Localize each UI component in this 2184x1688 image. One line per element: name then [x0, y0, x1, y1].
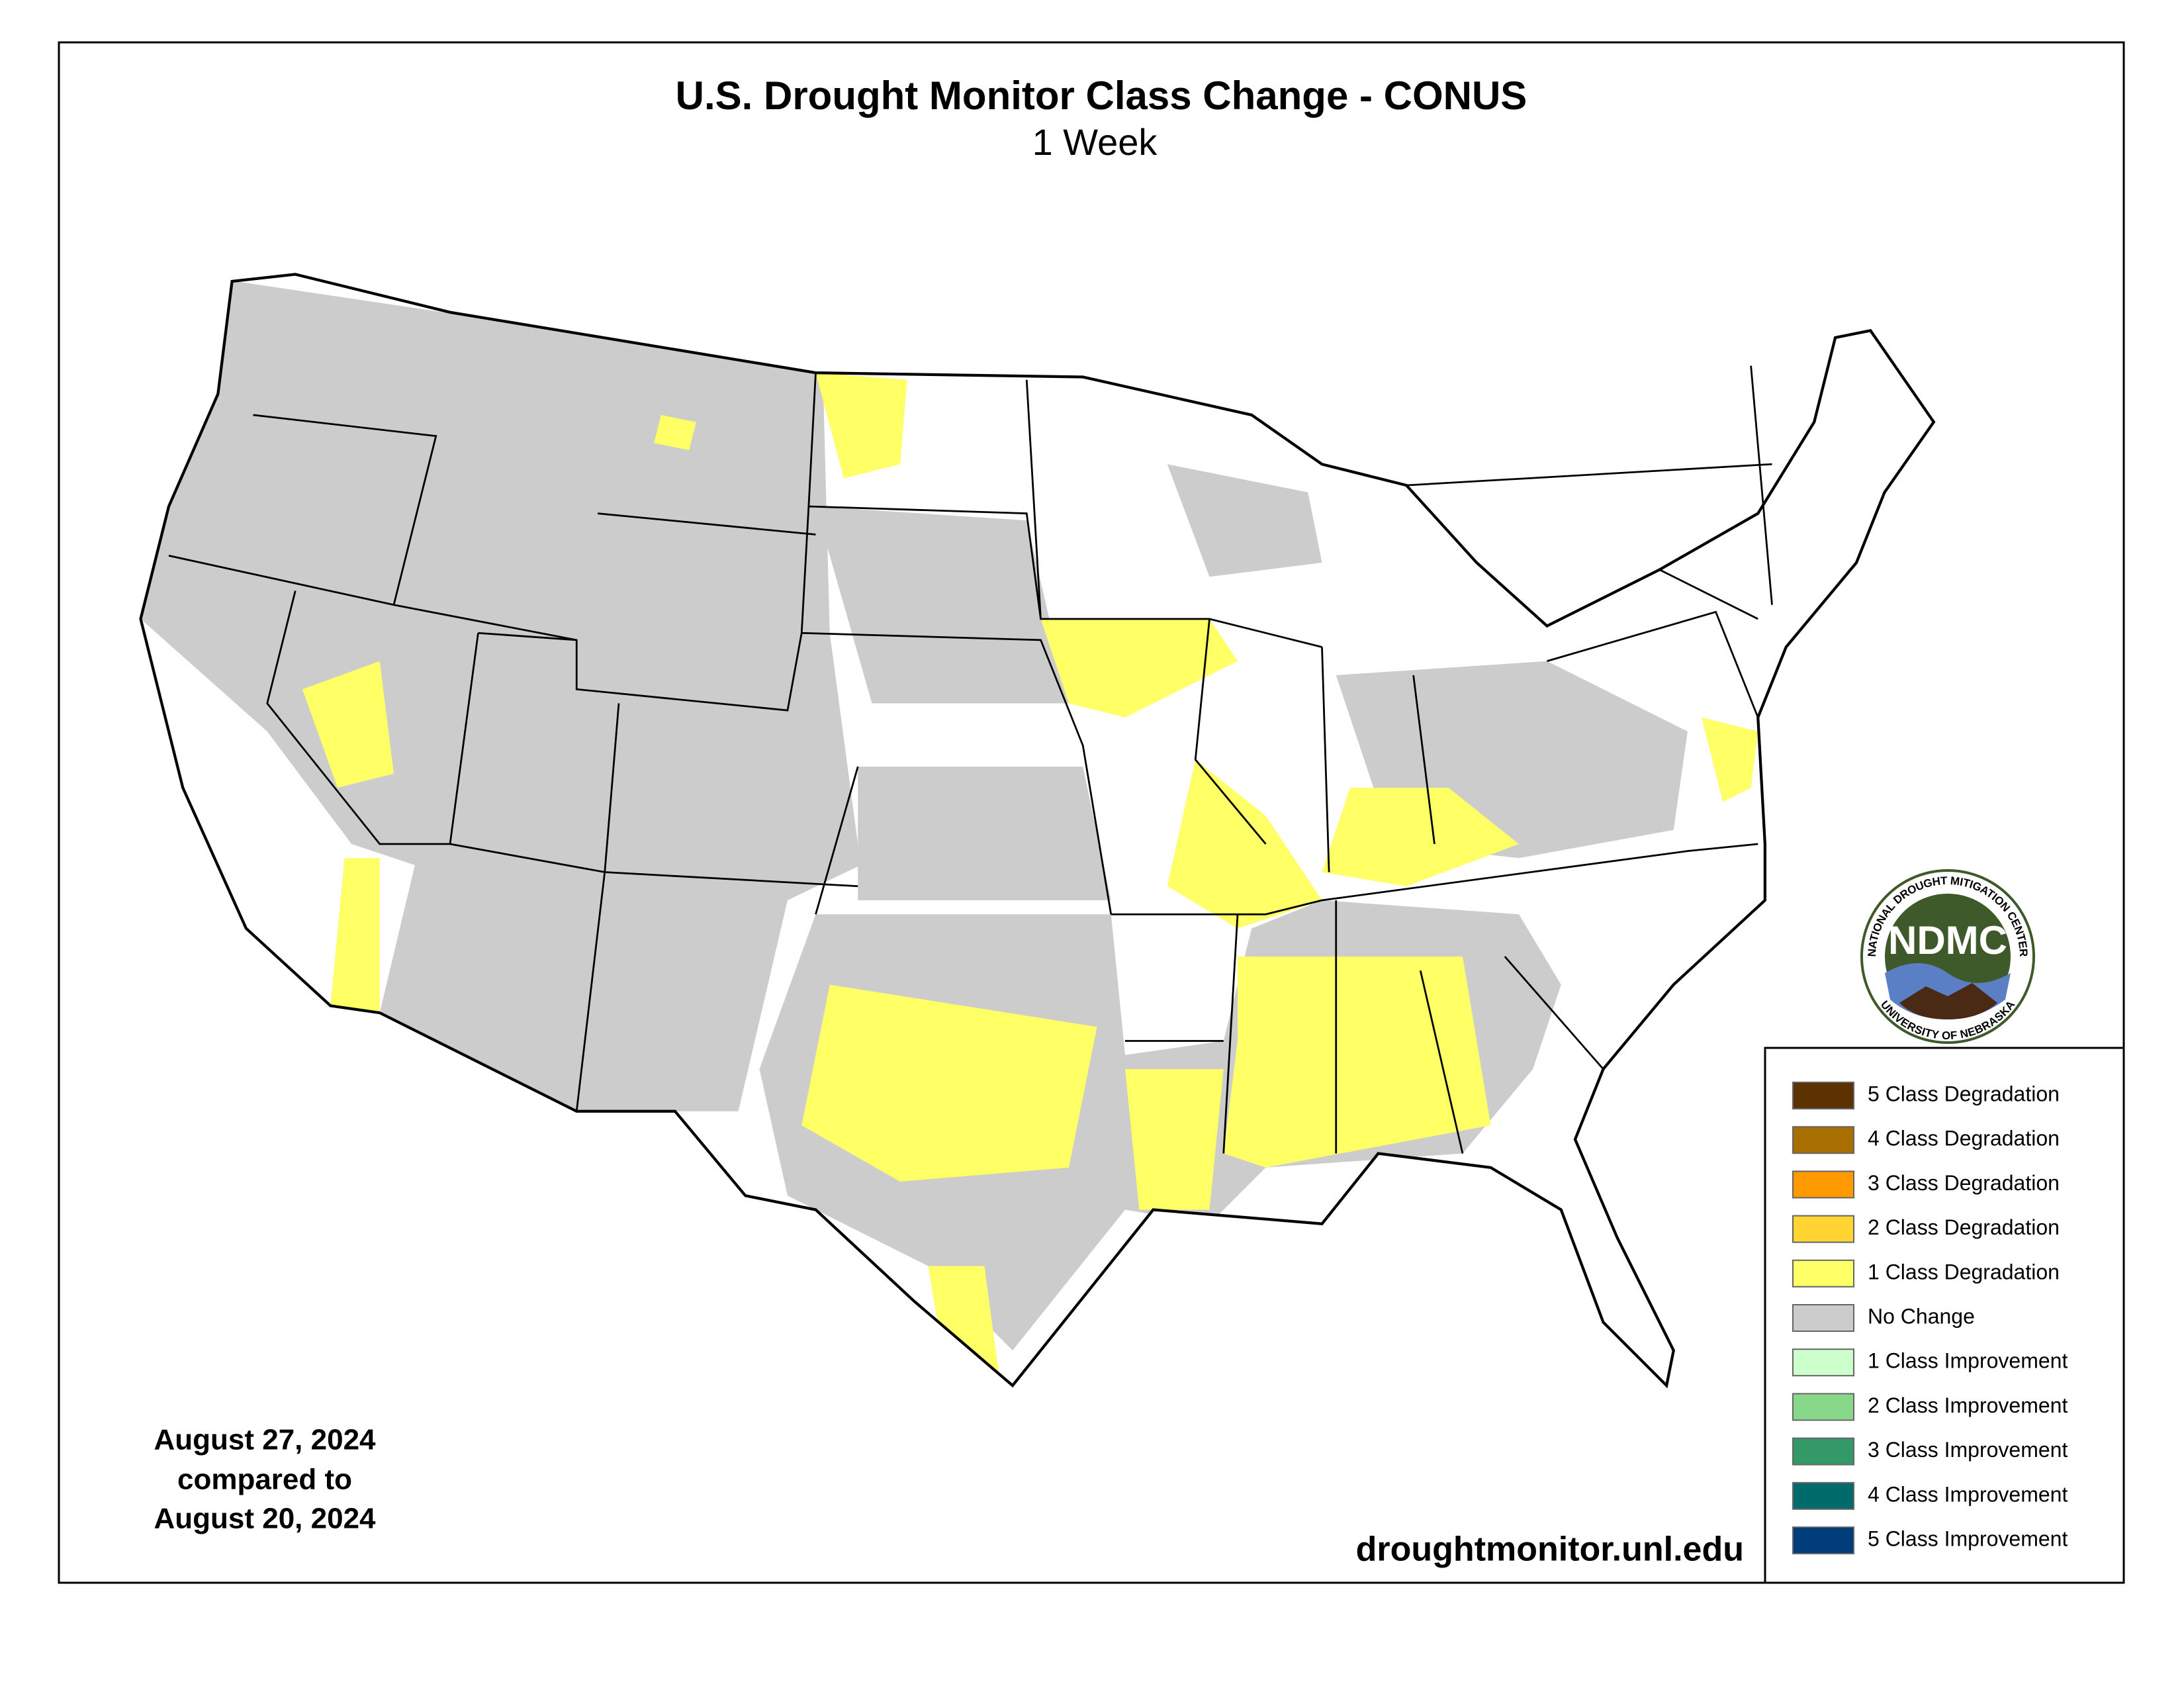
source-url: droughtmonitor.unl.edu [1356, 1530, 1744, 1569]
degradation-region [1702, 717, 1758, 802]
degradation-region [815, 373, 907, 479]
legend-swatch [1792, 1082, 1854, 1109]
legend-label: 1 Class Degradation [1868, 1260, 2060, 1284]
legend-label: 3 Class Degradation [1868, 1171, 2060, 1195]
legend-label: No Change [1868, 1304, 1975, 1328]
degradation-region [1322, 788, 1519, 886]
no-change-region [140, 274, 861, 1111]
legend-label: 2 Class Improvement [1868, 1393, 2068, 1417]
degradation-region [801, 984, 1097, 1182]
legend-swatch [1792, 1259, 1854, 1288]
date-line: compared to [177, 1464, 352, 1496]
legend-swatch [1792, 1393, 1854, 1421]
degradation-region [1223, 957, 1491, 1168]
legend-swatch [1792, 1526, 1854, 1554]
date-line: August 27, 2024 [154, 1424, 376, 1456]
degradation-region [1167, 759, 1322, 929]
legend-swatch [1792, 1170, 1854, 1199]
legend-swatch [1792, 1437, 1854, 1466]
legend-swatch [1792, 1215, 1854, 1243]
ndmc-logo: NDMC NATIONAL DROUGHT MITIGATION CENTER … [1860, 869, 2035, 1044]
map-title: U.S. Drought Monitor Class Change - CONU… [676, 73, 1527, 118]
degradation-region [1040, 619, 1238, 718]
legend-label: 4 Class Degradation [1868, 1127, 2060, 1150]
legend-label: 5 Class Degradation [1868, 1082, 2060, 1105]
legend-label: 3 Class Improvement [1868, 1438, 2068, 1462]
no-change-region [858, 767, 1111, 900]
no-change-region [1167, 464, 1322, 577]
map-subtitle: 1 Week [1032, 121, 1158, 163]
logo-abbr: NDMC [1888, 918, 2007, 962]
legend-swatch [1792, 1304, 1854, 1332]
legend-swatch [1792, 1348, 1854, 1377]
legend-swatch [1792, 1481, 1854, 1510]
legend-label: 5 Class Improvement [1868, 1526, 2068, 1550]
legend: 5 Class Degradation 4 Class Degradation 3 … [1792, 1082, 2068, 1554]
date-line: August 20, 2024 [154, 1503, 376, 1535]
state-lines [168, 365, 1773, 1154]
degradation-region [302, 661, 394, 788]
degradation-region [330, 858, 380, 1013]
degradation-region [654, 414, 696, 450]
no-change-region [815, 506, 1069, 704]
degradation-region [1125, 1069, 1224, 1210]
legend-label: 2 Class Degradation [1868, 1215, 2060, 1239]
legend-label: 1 Class Improvement [1868, 1349, 2068, 1373]
legend-label: 4 Class Improvement [1868, 1482, 2068, 1506]
legend-swatch [1792, 1126, 1854, 1154]
